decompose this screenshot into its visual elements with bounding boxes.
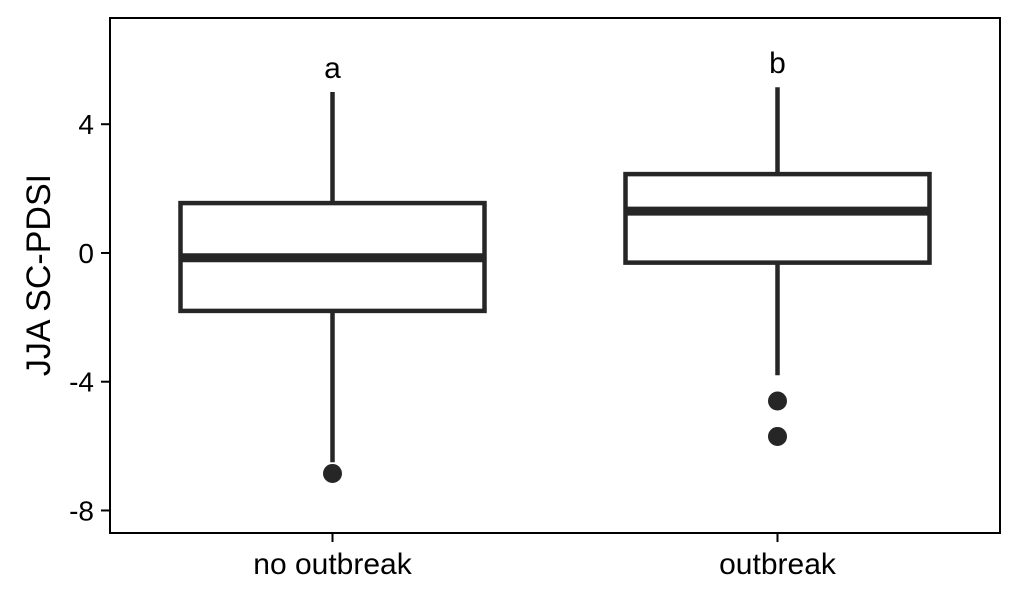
x-tick-label-no-outbreak: no outbreak bbox=[253, 548, 412, 581]
y-tick-label: -4 bbox=[69, 367, 94, 398]
significance-label-no-outbreak: a bbox=[324, 52, 341, 85]
outlier-point-outbreak-2 bbox=[768, 426, 787, 446]
y-tick-label: 0 bbox=[78, 238, 94, 269]
y-tick-label: 4 bbox=[78, 109, 94, 140]
axes: no outbreak outbreak -8 -4 0 4 bbox=[69, 109, 837, 581]
significance-label-outbreak: b bbox=[769, 47, 786, 80]
outlier-point-no-outbreak-1 bbox=[323, 463, 342, 483]
y-axis-title: JJA SC-PDSI bbox=[20, 174, 58, 376]
box-outbreak bbox=[623, 171, 932, 265]
x-tick-label-outbreak: outbreak bbox=[719, 548, 837, 581]
y-tick-label: -8 bbox=[69, 495, 94, 526]
outlier-point-outbreak-1 bbox=[768, 391, 787, 411]
